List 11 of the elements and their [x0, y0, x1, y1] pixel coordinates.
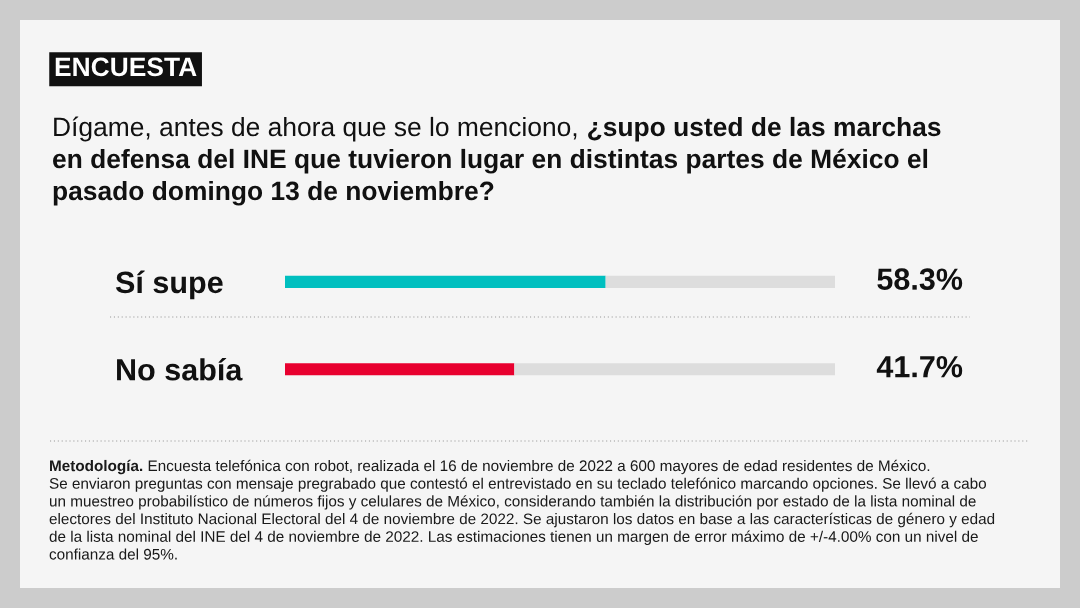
chart-title: ENCUESTA: [55, 57, 197, 77]
y-tick-label: No sabía: [117, 357, 243, 381]
text: Se enviaron preguntas con mensaje pregrabado que contestó el entrevistado en su teclado telefónico marcando opciones. Se llevó a cabo un muestreo probabilístico de números fijos y celulares de México, considerando también la distribución por estado de la lista nominal de electores del Instituto Nacional Electoral del 4 de noviembre de 2022. Se ajustaron los datos en base a las características de género y edad de la lista nominal del INE del 4 de noviembre de 2022. Las estimaciones tienen un margen de error máximo de +/-4.00% con un nivel de confianza del 95%.: [49, 477, 995, 560]
data-label: 41.7%: [876, 355, 963, 378]
text: Metodología.: [50, 459, 143, 475]
text: en defensa del INE que tuvieron lugar en distintas partes de México el pasado domingo 13 de noviembre?: [53, 148, 928, 206]
data-label: 58.3%: [877, 268, 963, 290]
text: ¿supo usted de las marchas: [588, 116, 941, 142]
text: Encuesta telefónica con robot, realizada el 16 de noviembre de 2022 a 600 mayores de edad residentes de México.: [148, 459, 930, 475]
y-tick-label: Sí supe: [115, 270, 223, 300]
chart-subtitle: Dígame, antes de ahora que se lo menciono,: [54, 116, 577, 142]
